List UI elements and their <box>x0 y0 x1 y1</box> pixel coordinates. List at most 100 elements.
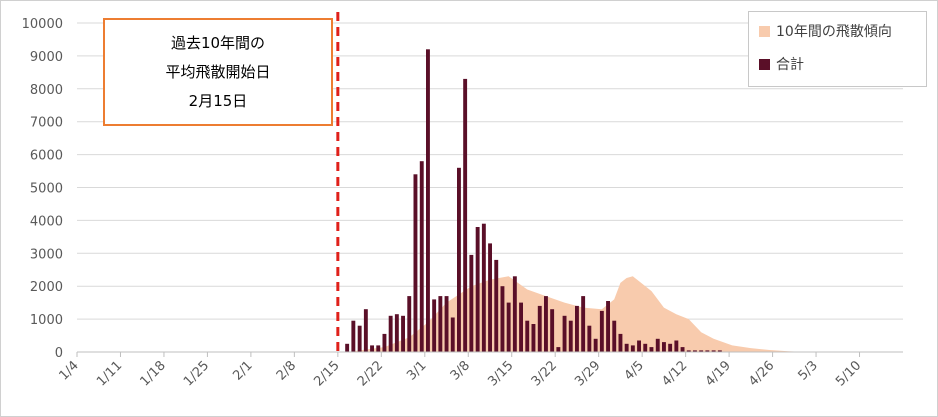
bar-4-2 <box>624 343 629 352</box>
y-tick-label: 4000 <box>30 214 63 229</box>
annotation-line-1: 過去10年間の <box>170 33 266 52</box>
bar-3-4 <box>444 296 449 352</box>
bar-3-25 <box>575 305 579 352</box>
bar-2-25 <box>401 315 405 352</box>
bar-2-17 <box>351 320 356 352</box>
bar-2-23 <box>388 315 393 352</box>
x-tick-label: 5/10 <box>833 358 864 389</box>
bar-4-11 <box>680 347 685 352</box>
bar-3-18 <box>531 324 536 352</box>
x-tick-label: 3/22 <box>529 358 560 389</box>
x-tick-label: 2/8 <box>274 358 299 383</box>
bar-3-3 <box>438 296 443 352</box>
bar-3-28 <box>593 338 598 352</box>
bar-4-4 <box>637 340 641 352</box>
bar-3-6 <box>457 167 461 352</box>
legend-swatch-total <box>759 58 770 70</box>
x-tick-label: 1/25 <box>181 358 212 389</box>
bar-2-16 <box>345 343 350 352</box>
bar-3-14 <box>506 302 511 352</box>
x-tick-label: 5/3 <box>795 358 820 383</box>
bar-3-15 <box>512 276 517 352</box>
legend-label-trend: 10年間の飛散傾向 <box>776 24 892 40</box>
legend-label-total: 合計 <box>776 57 804 73</box>
y-tick-label: 9000 <box>30 50 63 65</box>
bar-3-12 <box>494 259 499 352</box>
y-tick-label: 2000 <box>30 280 63 295</box>
bar-3-24 <box>568 320 573 352</box>
x-tick-label: 3/8 <box>448 358 473 383</box>
bar-2-20 <box>370 345 374 352</box>
bar-2-28 <box>419 161 424 352</box>
y-tick-label: 8000 <box>30 83 63 98</box>
bar-4-16 <box>711 350 716 352</box>
y-tick-label: 7000 <box>30 116 63 131</box>
bar-3-13 <box>500 286 505 352</box>
y-tick-label: 5000 <box>30 182 63 197</box>
bar-3-9 <box>475 227 480 352</box>
y-tick-label: 10000 <box>22 17 63 32</box>
annotation-line-2: 平均飛散開始日 <box>165 62 271 81</box>
y-tick-label: 1000 <box>30 313 63 328</box>
bar-2-26 <box>407 296 412 352</box>
bar-4-9 <box>668 343 673 352</box>
bar-4-12 <box>686 350 691 352</box>
x-tick-label: 4/26 <box>746 358 777 389</box>
bar-2-27 <box>413 174 418 352</box>
bar-3-10 <box>481 223 486 352</box>
bar-3-23 <box>562 315 567 352</box>
bar-2-24 <box>394 314 399 352</box>
bar-4-14 <box>699 350 704 352</box>
bar-4-8 <box>662 342 666 352</box>
bar-3-5 <box>450 317 455 352</box>
bar-3-21 <box>550 309 555 352</box>
bar-4-13 <box>693 350 697 352</box>
bar-4-10 <box>674 340 679 352</box>
legend-item-trend: 10年間の飛散傾向 <box>759 20 892 42</box>
bar-3-29 <box>599 310 604 352</box>
x-tick-label: 2/22 <box>355 358 386 389</box>
bar-3-22 <box>556 347 561 352</box>
bar-3-8 <box>469 254 474 352</box>
bar-3-2 <box>432 299 437 352</box>
bar-3-31 <box>612 320 617 352</box>
x-tick-label: 4/12 <box>659 358 690 389</box>
bar-4-3 <box>630 345 635 352</box>
bar-4-7 <box>655 338 660 352</box>
bar-3-17 <box>525 320 530 352</box>
x-tick-label: 3/15 <box>485 358 516 389</box>
legend-swatch-trend <box>759 25 770 37</box>
bar-3-19 <box>537 305 542 352</box>
x-tick-label: 2/15 <box>311 358 342 389</box>
x-tick-label: 1/4 <box>56 358 81 383</box>
annotation-line-3: 2月15日 <box>188 91 248 110</box>
bar-3-27 <box>587 325 592 352</box>
bar-4-5 <box>643 343 648 352</box>
bar-3-11 <box>488 243 492 352</box>
bar-2-21 <box>376 345 381 352</box>
bar-4-1 <box>618 333 623 352</box>
bar-3-1 <box>426 49 430 353</box>
legend: 10年間の飛散傾向 合計 <box>748 11 927 87</box>
bar-3-7 <box>463 78 468 353</box>
bar-3-30 <box>606 301 610 352</box>
bar-2-19 <box>363 309 368 352</box>
bar-4-6 <box>649 347 654 352</box>
y-tick-label: 0 <box>55 346 63 361</box>
y-tick-label: 6000 <box>30 149 63 164</box>
bar-2-22 <box>382 333 387 352</box>
x-tick-label: 2/1 <box>230 358 255 383</box>
x-tick-label: 4/19 <box>703 358 734 389</box>
x-tick-label: 1/18 <box>138 358 169 389</box>
legend-item-total: 合計 <box>759 53 804 75</box>
annotation-box: 過去10年間の 平均飛散開始日 2月15日 <box>103 18 333 126</box>
bar-4-15 <box>705 350 710 352</box>
bar-2-18 <box>357 325 362 352</box>
y-tick-label: 3000 <box>30 247 63 262</box>
bar-4-17 <box>717 350 722 352</box>
x-tick-label: 3/29 <box>572 358 603 389</box>
x-tick-label: 4/5 <box>622 358 647 383</box>
bar-3-26 <box>581 296 586 352</box>
